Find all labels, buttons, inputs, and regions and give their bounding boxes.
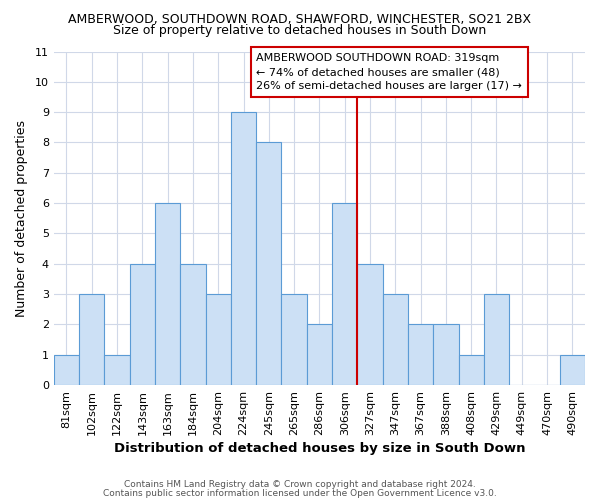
Bar [180, 264, 206, 385]
Bar [155, 203, 180, 385]
Text: AMBERWOOD, SOUTHDOWN ROAD, SHAWFORD, WINCHESTER, SO21 2BX: AMBERWOOD, SOUTHDOWN ROAD, SHAWFORD, WIN… [68, 12, 532, 26]
Text: Size of property relative to detached houses in South Down: Size of property relative to detached ho… [113, 24, 487, 37]
Bar [383, 294, 408, 385]
Bar [332, 203, 358, 385]
Bar [484, 294, 509, 385]
Bar [358, 264, 383, 385]
Bar [104, 354, 130, 385]
Bar [408, 324, 433, 385]
Bar [433, 324, 458, 385]
Bar [54, 354, 79, 385]
X-axis label: Distribution of detached houses by size in South Down: Distribution of detached houses by size … [113, 442, 525, 455]
Bar [560, 354, 585, 385]
Text: Contains public sector information licensed under the Open Government Licence v3: Contains public sector information licen… [103, 489, 497, 498]
Bar [458, 354, 484, 385]
Bar [281, 294, 307, 385]
Bar [307, 324, 332, 385]
Bar [79, 294, 104, 385]
Bar [206, 294, 231, 385]
Bar [256, 142, 281, 385]
Y-axis label: Number of detached properties: Number of detached properties [15, 120, 28, 317]
Text: AMBERWOOD SOUTHDOWN ROAD: 319sqm
← 74% of detached houses are smaller (48)
26% o: AMBERWOOD SOUTHDOWN ROAD: 319sqm ← 74% o… [256, 53, 522, 91]
Text: Contains HM Land Registry data © Crown copyright and database right 2024.: Contains HM Land Registry data © Crown c… [124, 480, 476, 489]
Bar [231, 112, 256, 385]
Bar [130, 264, 155, 385]
